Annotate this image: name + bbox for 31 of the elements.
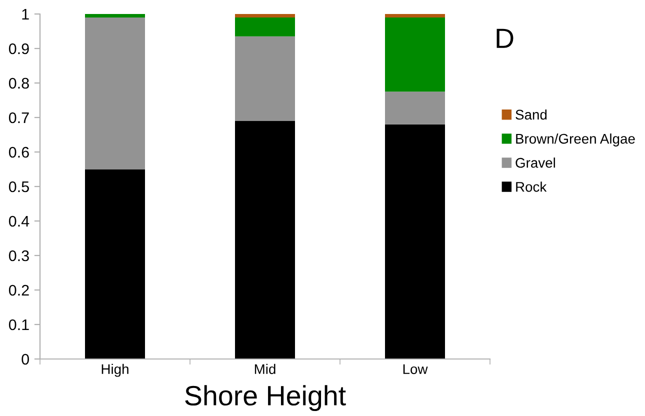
- y-tick-label: 0.3: [8, 250, 29, 262]
- y-tick-label: 0.8: [8, 78, 29, 89]
- bar: [385, 14, 445, 18]
- y-tick-label: 0.4: [8, 216, 30, 227]
- y-tick-label: 1: [22, 9, 29, 20]
- bar: [385, 92, 445, 124]
- legend-label: Brown/Green Algae: [516, 133, 635, 146]
- bar: [235, 17, 295, 36]
- bar: [235, 36, 295, 121]
- legend-label: Sand: [516, 109, 547, 120]
- y-tick-label: 0.6: [8, 146, 29, 158]
- bar: [235, 14, 295, 18]
- bar: [85, 169, 145, 359]
- bar: [385, 17, 445, 92]
- y-tick-label: 0.1: [8, 319, 29, 330]
- y-tick-label: 0.9: [8, 43, 29, 54]
- y-tick-label: 0.5: [8, 181, 29, 192]
- x-tick-label: Mid: [254, 364, 276, 374]
- y-tick-label: 0.7: [8, 112, 29, 124]
- x-tick-label: High: [102, 364, 128, 377]
- bar: [385, 124, 445, 359]
- y-tick-label: 0: [22, 354, 29, 365]
- y-tick-label: 0.2: [8, 284, 29, 296]
- bar: [85, 14, 145, 18]
- bar: [85, 17, 145, 170]
- legend-label: Rock: [516, 182, 547, 192]
- text: D: [496, 28, 514, 48]
- bar: [235, 120, 295, 359]
- legend-label: Gravel: [516, 158, 555, 168]
- x-tick-label: Low: [403, 364, 428, 374]
- x-axis-title: Shore Height: [185, 385, 346, 412]
